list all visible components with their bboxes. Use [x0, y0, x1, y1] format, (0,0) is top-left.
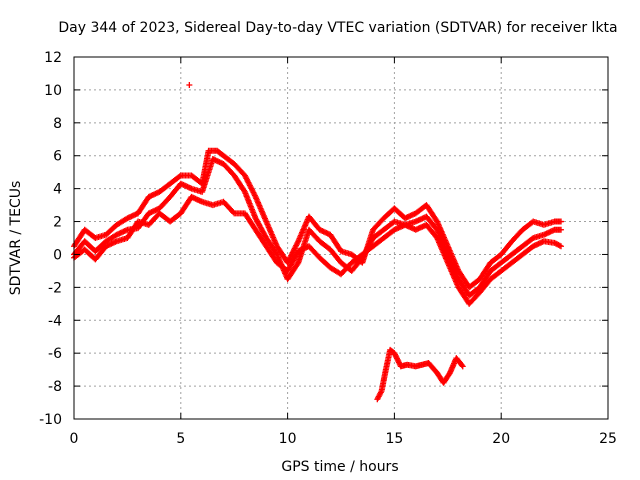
point-marker [186, 81, 193, 88]
point-marker [176, 173, 183, 180]
y-tick-label: 10 [44, 83, 62, 99]
x-axis-title: GPS time / hours [281, 459, 398, 475]
plot-frame [73, 56, 609, 420]
axis-ticks [73, 56, 609, 420]
chart-title: Day 344 of 2023, Sidereal Day-to-day VTE… [58, 20, 617, 36]
x-tick-label: 5 [176, 431, 185, 447]
point-marker [294, 260, 301, 267]
point-marker [558, 243, 565, 250]
series-track-a [71, 147, 565, 291]
y-tick-label: -2 [48, 280, 62, 296]
y-tick-label: 4 [53, 182, 62, 198]
y-tick-label: 8 [53, 116, 62, 132]
x-tick-label: 10 [279, 431, 297, 447]
y-tick-label: 0 [53, 247, 62, 263]
y-tick-label: -6 [48, 346, 62, 362]
series-track-b [71, 156, 565, 299]
series-track-d [374, 346, 466, 403]
series-track-c [71, 193, 565, 307]
x-tick-label: 15 [385, 431, 403, 447]
point-marker [558, 226, 565, 233]
y-axis-title: SDTVAR / TECUs [8, 181, 24, 296]
y-tick-label: 12 [44, 50, 62, 66]
x-tick-label: 25 [599, 431, 617, 447]
x-tick-label: 0 [70, 431, 79, 447]
y-tick-label: -8 [48, 379, 62, 395]
point-marker [459, 363, 466, 370]
y-tick-labels: -10 -8 -6 -4 -2 0 2 4 6 8 10 12 [39, 50, 62, 428]
point-marker [458, 362, 465, 369]
y-tick-label: 6 [53, 149, 62, 165]
gridlines [74, 57, 608, 419]
point-marker [556, 242, 563, 249]
x-tick-labels: 0 5 10 15 20 25 [70, 431, 617, 447]
y-tick-label: 2 [53, 215, 62, 231]
point-marker [558, 218, 565, 225]
series-outlier [186, 81, 193, 88]
y-tick-label: -4 [48, 313, 62, 329]
x-tick-label: 20 [492, 431, 510, 447]
data-points [71, 81, 565, 403]
y-tick-label: -10 [39, 412, 62, 428]
